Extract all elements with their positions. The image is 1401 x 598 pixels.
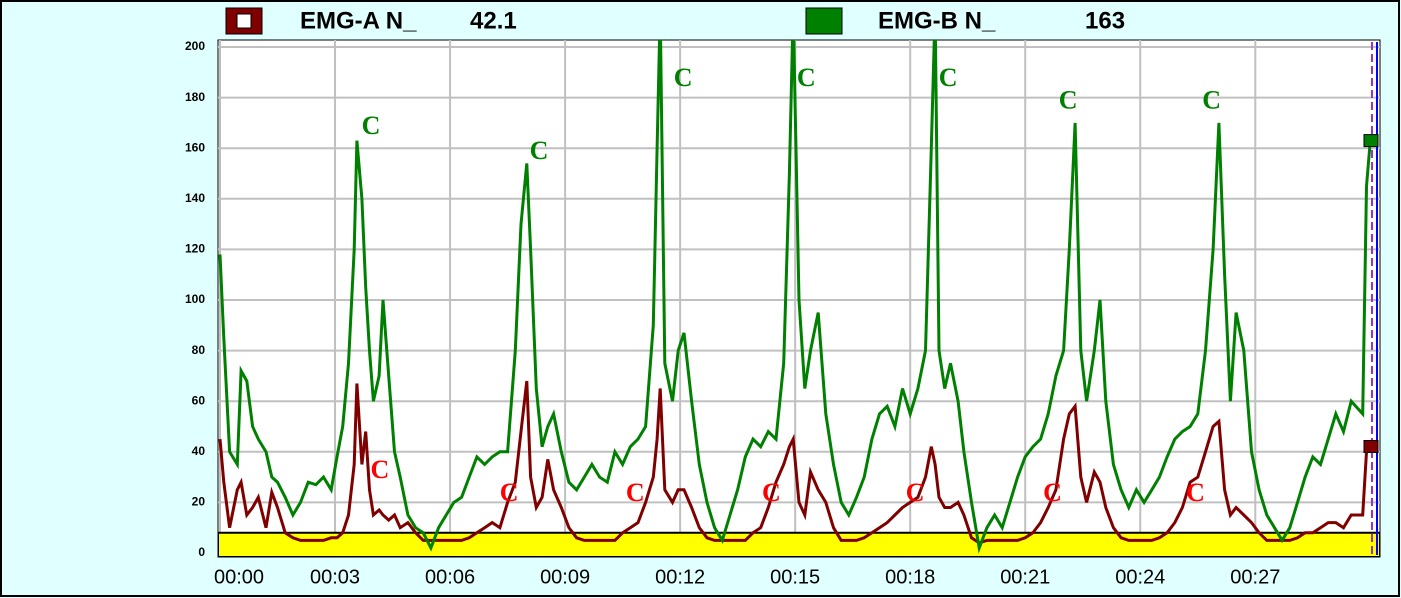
y-tick-label: 140 <box>185 191 205 205</box>
series-line <box>218 380 1372 545</box>
annotation: C <box>1059 86 1078 115</box>
annotation: C <box>530 136 549 165</box>
y-tick-label: 100 <box>185 292 205 306</box>
x-tick-label: 00:21 <box>1000 566 1050 588</box>
y-tick-label: 120 <box>185 242 205 256</box>
legend-swatch <box>805 7 843 35</box>
x-tick-label: 00:18 <box>885 566 935 588</box>
legend-value: 163 <box>1085 7 1125 34</box>
x-tick-label: 00:12 <box>655 566 705 588</box>
legend-value: 42.1 <box>470 7 517 34</box>
threshold-band <box>218 531 1380 557</box>
legend-label: EMG-A N_ <box>300 7 417 34</box>
annotation: C <box>1202 86 1221 115</box>
x-tick-label: 00:15 <box>770 566 820 588</box>
annotation: C <box>762 478 781 507</box>
x-tick-label: 00:06 <box>425 566 475 588</box>
annotation: C <box>500 478 519 507</box>
y-tick-label: 180 <box>185 90 205 104</box>
marks <box>218 40 1380 557</box>
y-tick-label: 200 <box>185 39 205 53</box>
y-tick-label: 40 <box>192 444 206 458</box>
current-marker <box>1363 134 1379 148</box>
legend-swatch-inner <box>236 13 252 29</box>
labels: 0 20 40 60 80 100 120 140 160 180 200 00:00 00:03 00:… <box>185 7 1379 588</box>
annotation: C <box>939 63 958 92</box>
y-tick-label: 80 <box>192 343 206 357</box>
y-tick-label: 20 <box>192 495 206 509</box>
plot-area <box>217 39 1381 558</box>
annotation: C <box>797 63 816 92</box>
x-tick-label: 00:00 <box>214 566 264 588</box>
series-line <box>218 40 1372 554</box>
x-tick-label: 00:24 <box>1115 566 1165 588</box>
x-tick-label: 00:09 <box>540 566 590 588</box>
annotation: C <box>362 111 381 140</box>
y-tick-label: 0 <box>198 545 205 559</box>
annotation: C <box>626 478 645 507</box>
x-tick-label: 00:27 <box>1230 566 1280 588</box>
y-tick-label: 160 <box>185 140 205 154</box>
x-tick-label: 00:03 <box>310 566 360 588</box>
legend-label: EMG-B N_ <box>878 7 996 34</box>
annotation: C <box>371 455 390 484</box>
annotation: C <box>674 63 693 92</box>
annotation: C <box>1186 478 1205 507</box>
annotation: C <box>906 478 925 507</box>
annotation: C <box>1043 478 1062 507</box>
y-tick-label: 60 <box>192 393 206 407</box>
current-marker <box>1363 439 1379 453</box>
